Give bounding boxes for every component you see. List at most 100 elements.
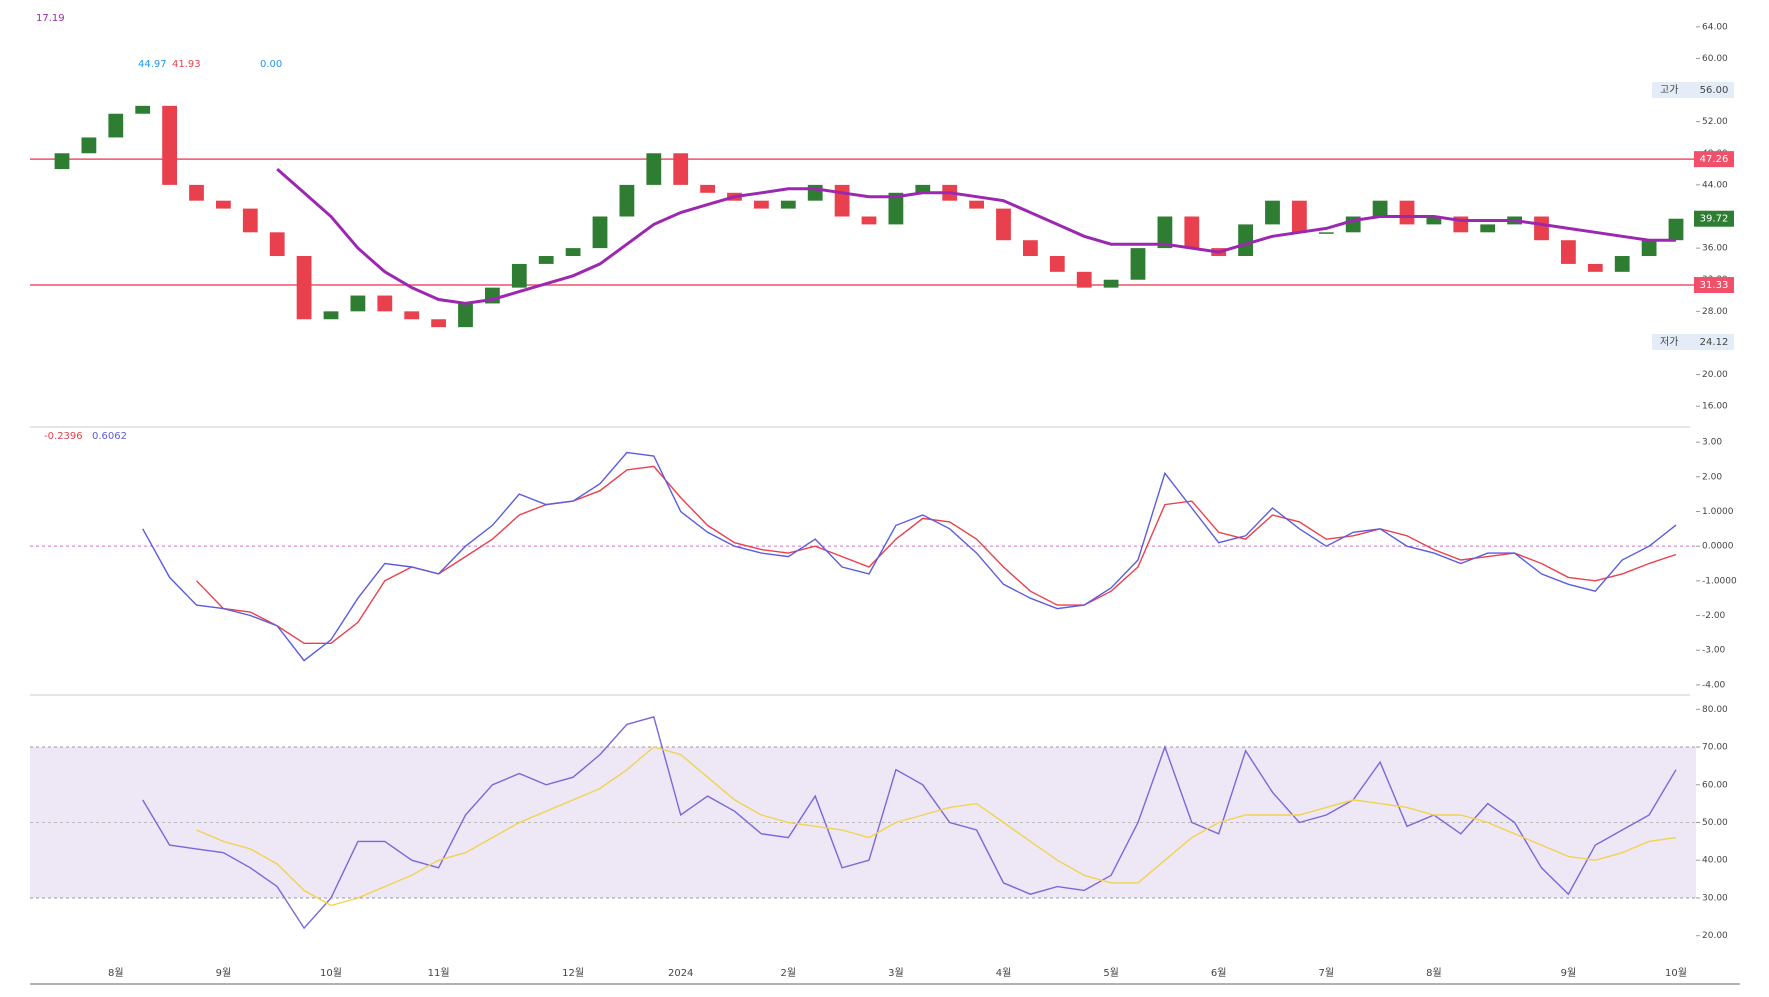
candle-body <box>54 153 70 170</box>
price-level-label: 31.33 <box>1700 280 1729 291</box>
candle-body <box>1668 218 1684 241</box>
x-tick-label: 8월 <box>1426 967 1442 979</box>
candle-body <box>458 303 473 328</box>
y-tick-label: -4.00 <box>1702 680 1726 690</box>
candle-body <box>404 311 420 320</box>
y-tick-label: -1.0000 <box>1702 576 1737 586</box>
candle-body <box>592 216 608 249</box>
candle-body <box>1130 248 1146 280</box>
candle-body <box>1184 216 1200 249</box>
candle-body <box>780 200 796 209</box>
candle-body <box>673 153 689 185</box>
indicator-line <box>142 451 1677 662</box>
candle-body <box>646 153 662 185</box>
y-tick-label: 50.00 <box>1702 818 1728 828</box>
candle-body <box>1049 256 1065 272</box>
y-tick-label: 30.00 <box>1702 893 1728 903</box>
last-price-badge <box>1694 210 1734 227</box>
y-tick-label: 64.00 <box>1702 22 1728 32</box>
extreme-badge <box>1652 82 1734 99</box>
candle-body <box>1587 263 1603 272</box>
legend-value: 0.00 <box>260 59 282 70</box>
extreme-name: 고가 <box>1660 84 1678 96</box>
price-level-label: 47.26 <box>1700 154 1729 165</box>
candle-body <box>269 232 285 257</box>
candle-body <box>538 256 554 264</box>
candle-body <box>888 192 904 225</box>
x-tick-label: 2024 <box>668 968 693 979</box>
candle-body <box>1318 232 1334 234</box>
candle-body <box>1023 240 1038 257</box>
candle-body <box>1534 216 1549 241</box>
candle-body <box>1292 200 1307 233</box>
candle-body <box>1641 240 1657 257</box>
y-tick-label: 3.00 <box>1702 438 1722 448</box>
indicator-line <box>142 716 1677 930</box>
x-tick-label: 9월 <box>1561 967 1577 979</box>
candle-body <box>296 256 312 320</box>
y-tick-label: 36.00 <box>1702 244 1728 254</box>
candle-body <box>431 319 446 328</box>
candle-body <box>1157 216 1173 249</box>
x-tick-label: 2월 <box>781 967 797 979</box>
header-value: 17.19 <box>36 13 65 24</box>
candle-body <box>189 184 204 201</box>
candle-body <box>135 105 151 114</box>
candle-body <box>1238 224 1253 257</box>
x-tick-label: 9월 <box>216 967 232 979</box>
legend-value: 41.93 <box>172 59 201 70</box>
extreme-label: 24.12 <box>1700 337 1729 348</box>
candle-body <box>915 184 931 193</box>
y-tick-label: 60.00 <box>1702 54 1728 64</box>
candle-body <box>108 113 124 138</box>
legend-value: 44.97 <box>138 59 167 70</box>
candle-body <box>619 184 635 217</box>
candle-body <box>969 200 984 209</box>
candle-body <box>754 200 769 209</box>
y-tick-label: 52.00 <box>1702 117 1728 127</box>
candle-body <box>511 263 527 288</box>
y-tick-label: 2.00 <box>1702 472 1722 482</box>
candle-body <box>1265 200 1280 225</box>
candle-body <box>1399 200 1415 225</box>
candle-body <box>1103 279 1119 288</box>
candle-body <box>996 208 1011 241</box>
candle-body <box>81 137 97 154</box>
y-tick-label: 20.00 <box>1702 931 1728 941</box>
candle-body <box>807 184 823 201</box>
x-tick-label: 12월 <box>562 967 584 979</box>
extreme-label: 56.00 <box>1700 85 1729 96</box>
y-tick-label: 0.0000 <box>1702 542 1734 552</box>
candle-body <box>700 184 715 193</box>
candle-body <box>323 311 339 320</box>
candle-body <box>350 295 366 312</box>
x-tick-label: 10월 <box>1665 967 1687 979</box>
y-tick-label: 44.00 <box>1702 180 1728 190</box>
y-tick-label: 70.00 <box>1702 743 1728 753</box>
indicator-line <box>196 746 1677 907</box>
candle-body <box>834 184 850 217</box>
candle-body <box>861 216 877 225</box>
indicator-line <box>195 465 1677 644</box>
candle-body <box>162 105 177 185</box>
y-tick-label: 40.00 <box>1702 856 1728 866</box>
macd-signal-value: -0.2396 <box>44 431 83 442</box>
candle-body <box>216 200 231 209</box>
x-tick-label: 8월 <box>108 967 124 979</box>
candle-body <box>377 295 393 312</box>
candle-body <box>1614 256 1630 272</box>
candle-body <box>1480 224 1496 233</box>
extreme-name: 저가 <box>1660 336 1678 348</box>
x-tick-label: 7월 <box>1319 967 1335 979</box>
x-tick-label: 10월 <box>320 967 342 979</box>
x-tick-label: 11월 <box>428 967 450 979</box>
last-price-label: 39.72 <box>1700 214 1729 225</box>
macd-value: 0.6062 <box>92 431 127 442</box>
y-tick-label: -3.00 <box>1702 646 1726 656</box>
y-tick-label: 80.00 <box>1702 705 1728 715</box>
moving-average <box>276 167 1676 305</box>
x-tick-label: 6월 <box>1211 967 1227 979</box>
y-tick-label: 60.00 <box>1702 780 1728 790</box>
